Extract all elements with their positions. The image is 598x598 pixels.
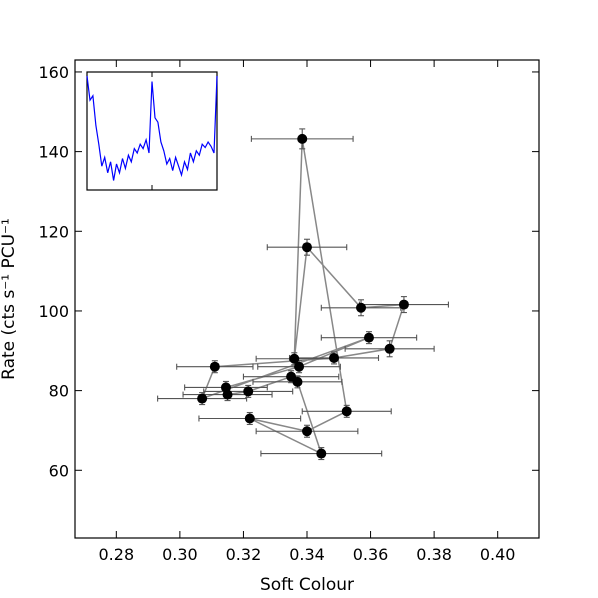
data-point <box>292 376 303 387</box>
data-point-layer <box>197 133 409 459</box>
data-point <box>341 406 352 417</box>
y-axis-label: Rate (cts s⁻¹ PCU⁻¹ <box>0 218 19 380</box>
data-point <box>289 353 300 364</box>
inset-series-line <box>86 75 218 181</box>
data-point <box>356 302 367 313</box>
y-tick-label: 120 <box>38 222 69 241</box>
data-point <box>398 299 409 310</box>
errorbar-layer <box>157 128 449 461</box>
x-axis-label: Soft Colour <box>260 575 354 595</box>
data-point <box>243 386 254 397</box>
data-point <box>244 413 255 424</box>
data-point <box>329 352 340 363</box>
y-tick-label: 160 <box>38 63 69 82</box>
inset-lightcurve <box>86 71 218 191</box>
data-point <box>302 426 312 437</box>
data-point <box>209 361 220 372</box>
y-tick-label: 80 <box>49 382 69 401</box>
y-tick-label: 60 <box>49 461 69 480</box>
x-tick-label: 0.38 <box>416 545 452 564</box>
data-point <box>197 393 208 404</box>
x-tick-label: 0.40 <box>480 545 516 564</box>
data-point <box>294 361 305 372</box>
x-tick-label: 0.30 <box>162 545 198 564</box>
data-point <box>316 448 327 459</box>
data-point <box>297 133 308 144</box>
data-point <box>384 343 395 354</box>
data-point <box>222 389 233 400</box>
data-point <box>302 242 312 253</box>
tick-layer: 0.28 0.30 0.32 0.34 0.36 0.38 0.40 60 80 100 120 14… <box>38 60 539 564</box>
x-tick-label: 0.28 <box>99 545 135 564</box>
y-tick-label: 140 <box>38 143 69 162</box>
x-tick-label: 0.36 <box>353 545 389 564</box>
x-tick-label: 0.34 <box>289 545 325 564</box>
x-tick-label: 0.32 <box>226 545 262 564</box>
data-point <box>363 332 374 343</box>
y-tick-label: 100 <box>38 302 69 321</box>
